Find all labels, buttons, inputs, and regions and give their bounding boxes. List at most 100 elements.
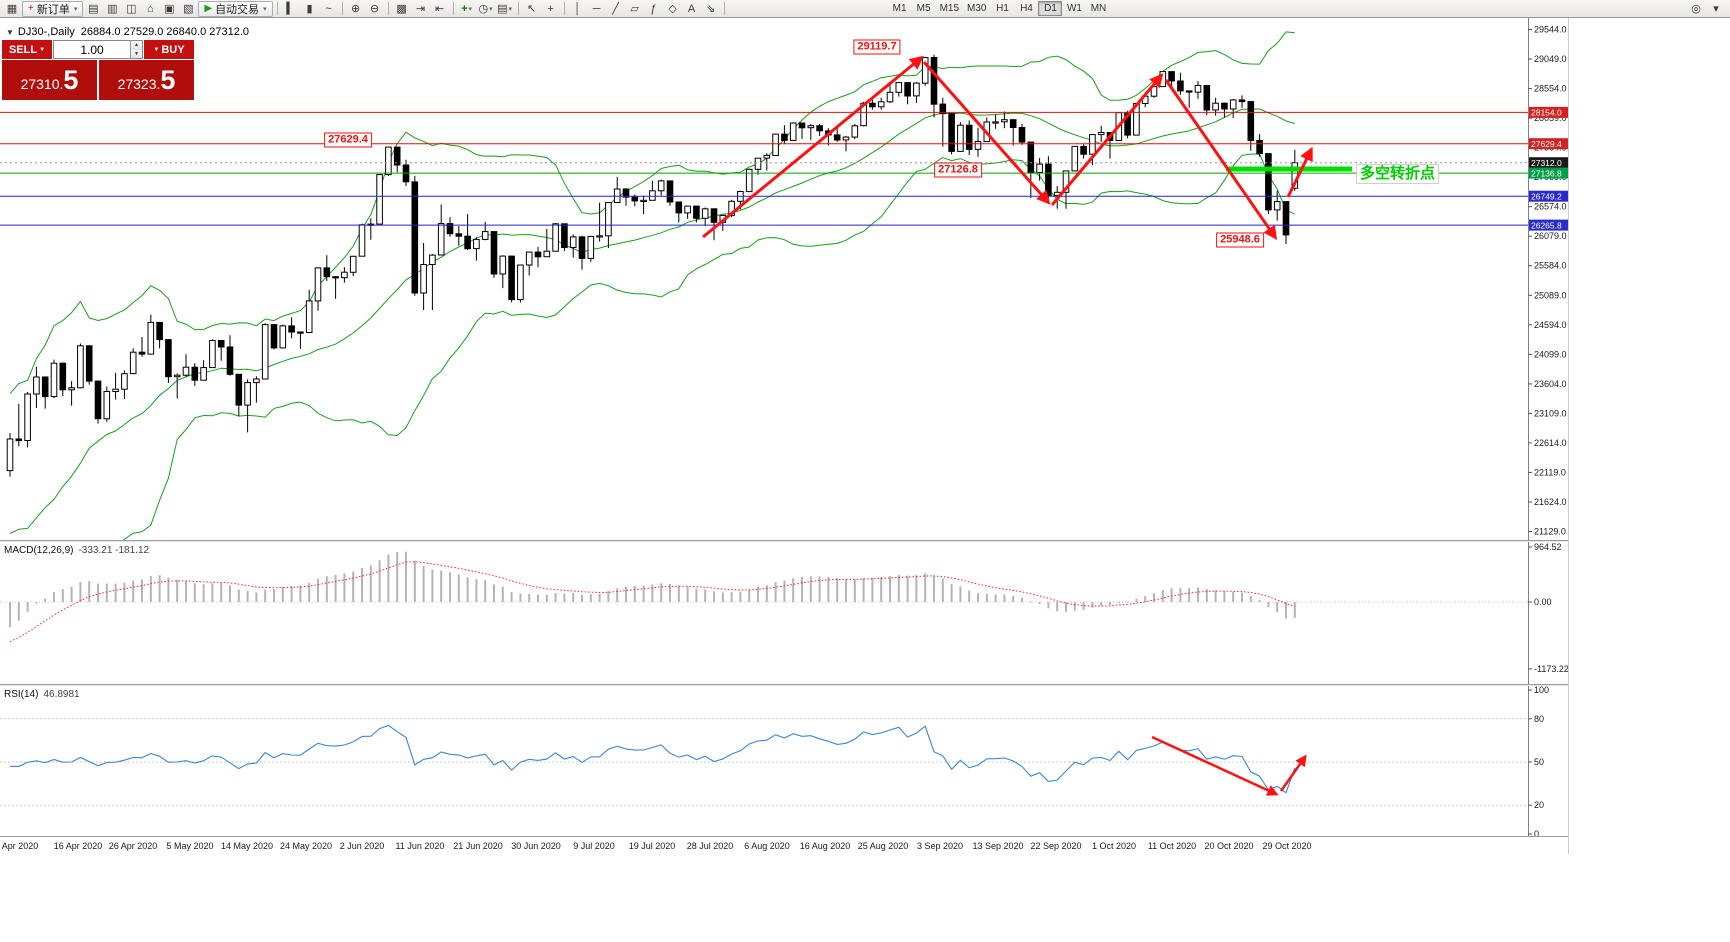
date-label: 6 Aug 2020 [744, 841, 790, 851]
terminal-icon[interactable]: ▣ [164, 3, 175, 15]
volume-value: 1.00 [80, 42, 104, 57]
autotrade-icon: ▶ [204, 3, 213, 14]
volume-input[interactable]: 1.00 ▲ ▼ [53, 40, 143, 59]
timeframe-mn[interactable]: MN [1090, 3, 1107, 14]
one-click-toggle-icon[interactable]: ▼ [6, 28, 14, 37]
timeframe-h4[interactable]: H4 [1020, 3, 1033, 14]
bar-chart-icon[interactable]: ▍ [286, 3, 295, 15]
volume-down-button[interactable]: ▼ [131, 49, 142, 58]
shapes-icon[interactable]: ◇ [668, 3, 677, 15]
candlesticks [6, 54, 1299, 477]
symbol-period-label: DJ30-,Daily [17, 26, 75, 38]
arrow-objects-icon[interactable]: ⇘ [705, 3, 716, 15]
panel-splitter[interactable] [0, 540, 1568, 542]
chart-profiles-icon[interactable]: ▤ [88, 3, 99, 15]
chart-shift-icon[interactable]: ⇤ [434, 3, 445, 15]
candlestick-chart-icon[interactable]: ▮ [306, 3, 313, 15]
timeframe-d1[interactable]: D1 [1038, 1, 1063, 16]
strategy-tester-icon[interactable]: ▧ [183, 3, 194, 15]
macd-panel[interactable]: 964.52 0.00 -1173.22 [0, 542, 1568, 684]
chevron-down-icon: ▾ [263, 5, 267, 13]
toolbar-separator [452, 2, 454, 15]
vertical-line-icon[interactable]: │ [574, 2, 582, 15]
svg-text:0.00: 0.00 [1534, 597, 1552, 607]
date-label: 30 Jun 2020 [511, 841, 561, 851]
rsi-value: 46.8981 [43, 689, 80, 700]
price-callout[interactable]: 29119.7 [853, 39, 901, 55]
timeframe-h1[interactable]: H1 [996, 3, 1009, 14]
svg-text:21624.0: 21624.0 [1534, 497, 1567, 507]
timeframe-m5[interactable]: M5 [916, 3, 931, 14]
svg-text:24099.0: 24099.0 [1534, 349, 1567, 359]
buy-price[interactable]: 27323. 5 [99, 60, 194, 100]
market-watch-icon[interactable]: ▥ [107, 3, 118, 15]
svg-text:28154.0: 28154.0 [1531, 108, 1562, 118]
timeframe-m30[interactable]: M30 [967, 3, 987, 14]
horizontal-level-lines[interactable] [0, 111, 1528, 226]
sell-price[interactable]: 27310. 5 [2, 60, 97, 100]
date-label: 24 May 2020 [279, 841, 333, 851]
templates-icon[interactable]: ▤ ▾ [497, 3, 513, 15]
timeframe-m15[interactable]: M15 [939, 3, 960, 14]
macd-name: MACD(12,26,9) [4, 545, 74, 556]
zoom-out-icon[interactable]: ⊖ [369, 3, 380, 15]
sell-button[interactable]: SELL ▼ [2, 40, 52, 59]
text-icon[interactable]: A [687, 2, 696, 15]
equidistant-channel-icon[interactable]: ▱ [630, 3, 639, 15]
autotrade-button-label: 自动交易 [215, 3, 260, 16]
trendline-icon[interactable]: ╱ [612, 3, 619, 15]
horizontal-line-icon[interactable]: ─ [592, 2, 601, 15]
new-chart-icon[interactable]: ▦ [6, 3, 18, 15]
timeframe-m1[interactable]: M1 [892, 3, 907, 14]
timeframe-toolbar: M1 M5 M15 M30 H1 H4 D1 W1 MN [888, 1, 1111, 16]
macd-label: MACD(12,26,9) -333.21 -181.12 [4, 545, 150, 556]
line-chart-icon[interactable]: ~ [325, 2, 332, 15]
trend-arrow[interactable] [1279, 754, 1307, 792]
crosshair-icon[interactable]: + [547, 2, 554, 15]
autotrade-button[interactable]: ▶ 自动交易 ▾ [198, 0, 273, 17]
cursor-icon[interactable]: ↖ [526, 3, 537, 15]
svg-text:20: 20 [1534, 800, 1544, 810]
svg-text:0: 0 [1534, 829, 1539, 836]
price-callout[interactable]: 27629.4 [324, 132, 372, 148]
date-label: 16 Aug 2020 [799, 841, 851, 851]
date-label: 22 Sep 2020 [1030, 841, 1082, 851]
zoom-in-icon[interactable]: ⊕ [350, 3, 361, 15]
trend-arrow[interactable] [1151, 735, 1279, 796]
svg-text:100: 100 [1534, 686, 1549, 695]
date-label: 16 Apr 2020 [53, 841, 103, 851]
toolbar-separator [517, 2, 519, 15]
rsi-label: RSI(14) 46.8981 [4, 689, 80, 700]
fibonacci-icon[interactable]: ƒ [650, 2, 657, 15]
price-axis[interactable]: 29544.029049.028554.028059.027564.027069… [1528, 18, 1567, 540]
timeframe-w1[interactable]: W1 [1066, 3, 1082, 14]
toolbar-options-icon[interactable]: ▾ [1713, 3, 1719, 15]
price-callout[interactable]: 25948.6 [1216, 232, 1264, 248]
panel-splitter[interactable] [0, 684, 1568, 686]
time-axis[interactable]: Apr 2020 16 Apr 2020 26 Apr 2020 5 May 2020… [0, 836, 1568, 854]
date-label: 3 Sep 2020 [916, 841, 964, 851]
search-icon[interactable]: ◎ [1691, 3, 1701, 15]
price-callout[interactable]: 27126.8 [934, 162, 982, 178]
volume-up-button[interactable]: ▲ [131, 41, 142, 50]
buy-price-big-digit: 5 [160, 65, 176, 95]
periods-icon[interactable]: ◷ ▾ [478, 3, 493, 15]
macd-values: -333.21 -181.12 [78, 545, 150, 556]
indicators-icon[interactable]: + ▾ [461, 2, 473, 15]
buy-button[interactable]: ▼ BUY [144, 40, 194, 59]
data-window-icon[interactable]: ◫ [126, 3, 137, 15]
navigator-icon[interactable]: ⌂ [147, 2, 154, 15]
main-chart[interactable]: 29544.029049.028554.028059.027564.027069… [0, 18, 1568, 540]
sell-label: SELL [8, 43, 38, 56]
new-order-button[interactable]: + 新订单 ▾ [22, 0, 84, 17]
trend-arrows[interactable] [702, 55, 1313, 240]
rsi-panel[interactable]: 100 80 50 20 0 [0, 686, 1568, 836]
svg-text:26265.8: 26265.8 [1531, 220, 1562, 230]
turning-point-annotation[interactable]: 多空转折点 [1356, 164, 1440, 184]
auto-scroll-icon[interactable]: ⇥ [415, 3, 426, 15]
tile-windows-icon[interactable]: ▩ [396, 3, 407, 15]
date-label: Apr 2020 [1, 841, 39, 851]
svg-text:50: 50 [1534, 757, 1544, 767]
svg-text:26079.0: 26079.0 [1534, 231, 1567, 241]
one-click-trading-panel: SELL ▼ 1.00 ▲ ▼ ▼ BUY 27310. 5 27323. 5 [2, 40, 194, 100]
